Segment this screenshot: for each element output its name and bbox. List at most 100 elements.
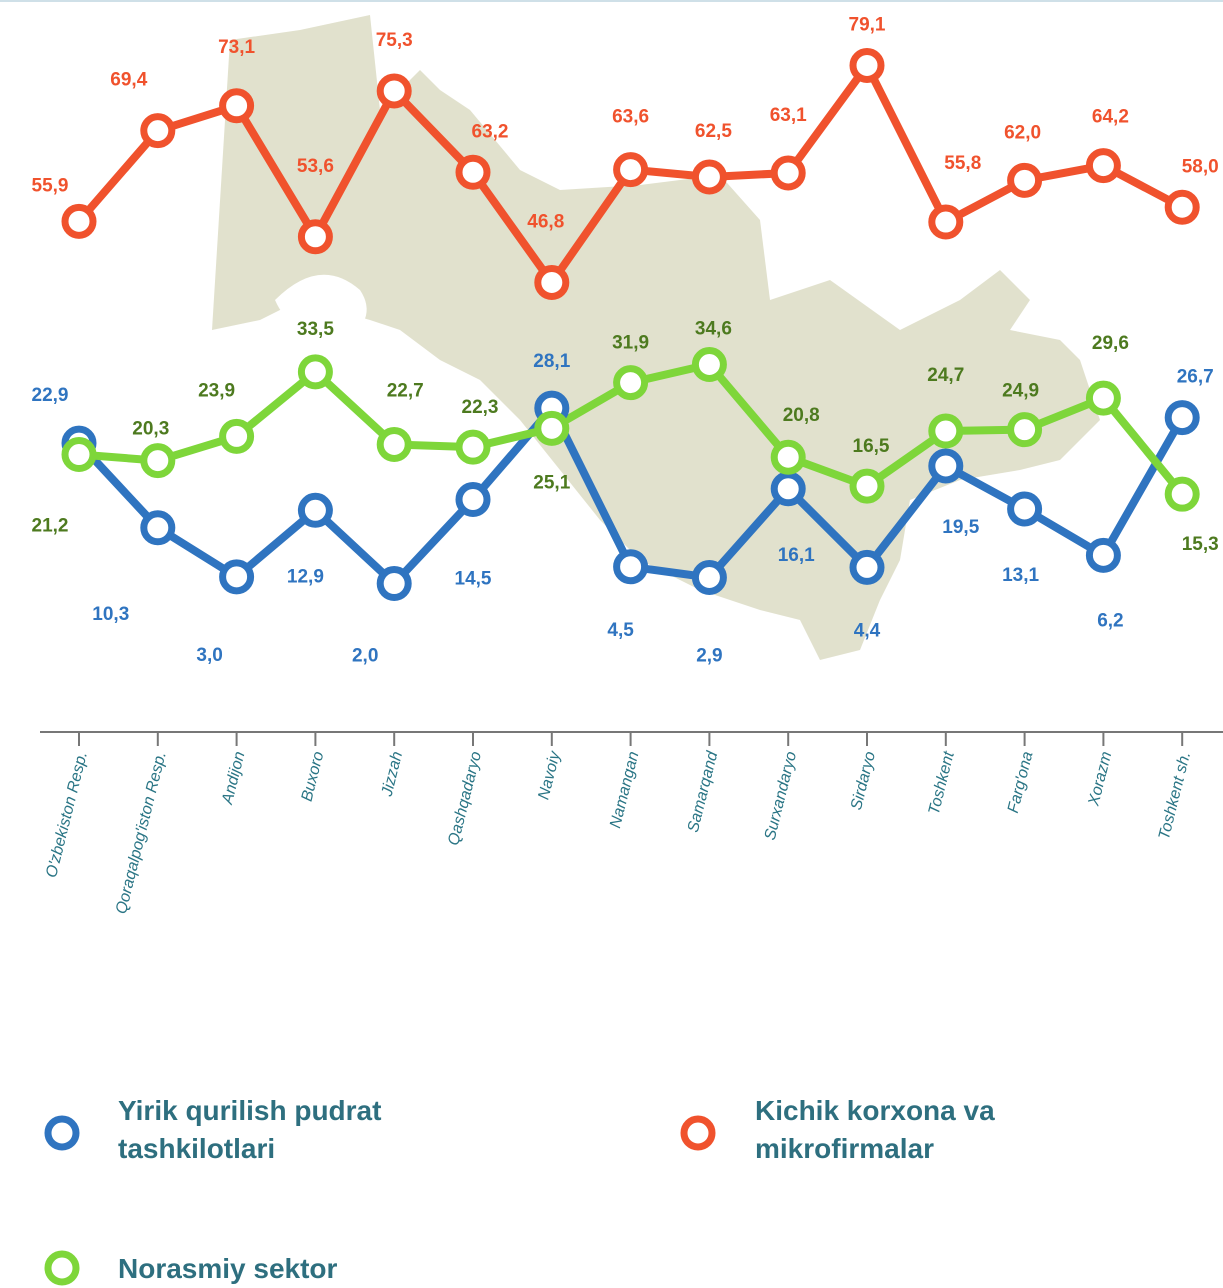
- map-lake: [275, 274, 367, 345]
- data-label: 4,5: [607, 620, 634, 641]
- data-label: 13,1: [1002, 565, 1039, 586]
- data-label: 79,1: [849, 14, 886, 35]
- point-marker: [691, 560, 727, 596]
- data-label: 15,3: [1182, 534, 1219, 555]
- data-label: 2,0: [352, 646, 378, 667]
- x-tick-label: Samarqand: [685, 749, 722, 834]
- data-label: 6,2: [1097, 610, 1123, 631]
- x-tick-label: Surxandaryo: [762, 750, 800, 842]
- point-marker: [928, 413, 964, 449]
- x-tick-label: Toshkent sh.: [1156, 750, 1194, 842]
- data-label: 4,4: [854, 620, 881, 641]
- point-marker: [1085, 380, 1121, 416]
- point-marker: [1007, 162, 1043, 198]
- data-label: 22,7: [387, 380, 424, 401]
- point-marker: [140, 443, 176, 479]
- data-label: 21,2: [32, 516, 69, 537]
- legend-marker: [44, 1250, 80, 1286]
- x-tick-label: Namangan: [607, 750, 642, 830]
- data-label: 24,7: [927, 365, 964, 386]
- x-tick-label: O'zbekiston Resp.: [43, 750, 91, 880]
- point-marker: [849, 47, 885, 83]
- data-label: 29,6: [1092, 333, 1129, 354]
- data-label: 55,8: [944, 153, 981, 174]
- point-marker: [613, 549, 649, 585]
- point-marker: [455, 154, 491, 190]
- point-marker: [1164, 476, 1200, 512]
- legend-marker: [680, 1115, 716, 1151]
- point-marker: [770, 471, 806, 507]
- data-label: 46,8: [527, 212, 564, 233]
- data-label: 16,1: [778, 545, 815, 566]
- x-tick-label: Buxoro: [299, 750, 328, 803]
- x-tick-label: Sirdaryo: [848, 750, 879, 812]
- point-marker: [376, 566, 412, 602]
- x-tick-label: Xorazm: [1085, 750, 1115, 809]
- data-label: 64,2: [1092, 107, 1129, 128]
- point-marker: [849, 468, 885, 504]
- data-label: 16,5: [853, 436, 890, 457]
- point-marker: [691, 159, 727, 195]
- point-marker: [613, 365, 649, 401]
- x-tick-label: Qoraqalpog'iston Resp.: [113, 750, 170, 916]
- data-label: 31,9: [612, 333, 649, 354]
- point-marker: [1085, 148, 1121, 184]
- x-tick-label: Qashqadaryo: [445, 750, 485, 847]
- point-marker: [1164, 189, 1200, 225]
- x-tick-label: Navoiy: [535, 749, 564, 802]
- data-label: 58,0: [1182, 156, 1219, 177]
- data-label: 14,5: [455, 569, 492, 590]
- point-marker: [770, 439, 806, 475]
- data-label: 24,9: [1002, 381, 1039, 402]
- data-label: 28,1: [533, 351, 570, 372]
- point-marker: [297, 354, 333, 390]
- data-label: 26,7: [1177, 367, 1214, 388]
- point-marker: [61, 203, 97, 239]
- data-label: 22,9: [32, 385, 69, 406]
- data-label: 75,3: [376, 30, 413, 51]
- point-marker: [219, 418, 255, 454]
- point-marker: [691, 346, 727, 382]
- x-tick-label: Toshkent: [926, 749, 958, 816]
- point-marker: [534, 265, 570, 301]
- legend-label: Yirik qurilish pudrat tashkilotlari: [118, 1095, 382, 1164]
- data-label: 20,3: [132, 419, 169, 440]
- data-label: 62,5: [695, 121, 732, 142]
- x-tick-label: Andijon: [219, 750, 249, 807]
- point-marker: [297, 492, 333, 528]
- data-label: 20,8: [783, 405, 820, 426]
- legend-marker: [44, 1115, 80, 1151]
- point-marker: [61, 437, 97, 473]
- data-label: 25,1: [533, 472, 570, 493]
- point-marker: [455, 482, 491, 518]
- point-marker: [1007, 491, 1043, 527]
- x-tick-label: Farg'ona: [1005, 750, 1037, 815]
- data-label: 10,3: [92, 604, 129, 625]
- legend-label: Kichik korxona va mikrofirmalar: [755, 1095, 995, 1164]
- point-marker: [1164, 400, 1200, 436]
- point-marker: [928, 448, 964, 484]
- point-marker: [613, 152, 649, 188]
- legend-label: Norasmiy sektor: [118, 1253, 338, 1284]
- data-label: 3,0: [196, 645, 222, 666]
- data-label: 2,9: [696, 646, 722, 667]
- data-label: 63,6: [612, 107, 649, 128]
- data-label: 33,5: [297, 319, 334, 340]
- data-label: 69,4: [110, 70, 147, 91]
- point-marker: [534, 410, 570, 446]
- data-label: 62,0: [1004, 122, 1041, 143]
- point-marker: [219, 559, 255, 595]
- data-label: 73,1: [218, 37, 255, 58]
- data-label: 19,5: [942, 517, 979, 538]
- point-marker: [297, 219, 333, 255]
- data-label: 12,9: [287, 566, 324, 587]
- point-marker: [1085, 537, 1121, 573]
- data-label: 34,6: [695, 319, 732, 340]
- point-marker: [1007, 412, 1043, 448]
- point-marker: [376, 73, 412, 109]
- data-label: 53,6: [297, 156, 334, 177]
- x-tick-label: Jizzah: [378, 750, 406, 799]
- point-marker: [455, 429, 491, 465]
